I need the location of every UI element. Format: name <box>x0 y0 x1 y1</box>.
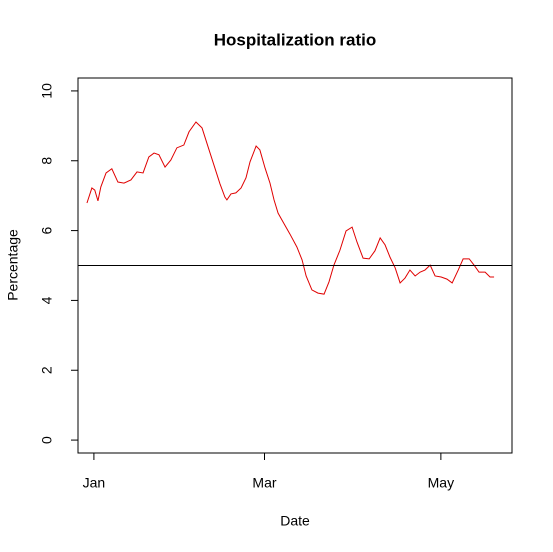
x-tick-label: Mar <box>252 475 276 491</box>
y-tick-label: 8 <box>39 157 55 165</box>
y-tick-label: 4 <box>39 296 55 304</box>
x-tick-label: Jan <box>83 475 106 491</box>
data-line <box>86 121 495 295</box>
y-tick-label: 10 <box>39 83 55 99</box>
y-tick-label: 0 <box>39 436 55 444</box>
chart-title: Hospitalization ratio <box>214 30 376 49</box>
x-tick-label: May <box>428 475 454 491</box>
y-tick-label: 6 <box>39 226 55 234</box>
y-tick-label: 2 <box>39 366 55 374</box>
y-axis-label: Percentage <box>5 229 21 301</box>
x-axis-label: Date <box>280 513 310 529</box>
